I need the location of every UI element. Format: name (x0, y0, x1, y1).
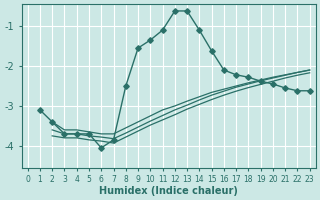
X-axis label: Humidex (Indice chaleur): Humidex (Indice chaleur) (99, 186, 238, 196)
